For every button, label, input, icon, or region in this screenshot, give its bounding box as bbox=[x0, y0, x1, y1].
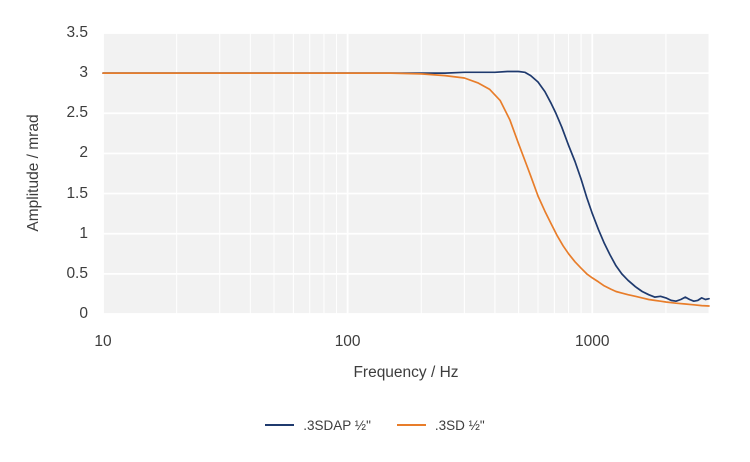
y-tick-label: 3 bbox=[79, 64, 88, 82]
y-tick-label: 0 bbox=[79, 305, 88, 322]
x-tick-label: 100 bbox=[334, 333, 361, 350]
legend-item: .3SDAP ½" bbox=[265, 418, 371, 433]
legend-line-swatch bbox=[265, 424, 295, 426]
series-line bbox=[102, 72, 710, 307]
x-tick-label: 10 bbox=[94, 333, 112, 350]
y-tick-label: 1.5 bbox=[66, 184, 88, 202]
chart-legend: .3SDAP ½" .3SD ½" bbox=[0, 413, 750, 437]
legend-label: .3SD ½" bbox=[434, 417, 485, 433]
y-tick-label: 1 bbox=[79, 224, 88, 242]
y-tick-label: 0.5 bbox=[66, 264, 88, 282]
legend-label: .3SDAP ½" bbox=[303, 417, 371, 433]
plot-background bbox=[103, 33, 709, 314]
y-axis-title: Amplitude / mrad bbox=[25, 114, 42, 232]
y-tick-label: 2 bbox=[79, 144, 88, 162]
legend-line-swatch bbox=[396, 424, 426, 426]
legend-item: .3SD ½" bbox=[396, 417, 485, 433]
x-tick-label: 1000 bbox=[575, 333, 610, 350]
y-tick-label: 3.5 bbox=[66, 24, 88, 41]
x-axis-title: Frequency / Hz bbox=[353, 364, 459, 381]
y-tick-label: 2.5 bbox=[66, 104, 88, 122]
